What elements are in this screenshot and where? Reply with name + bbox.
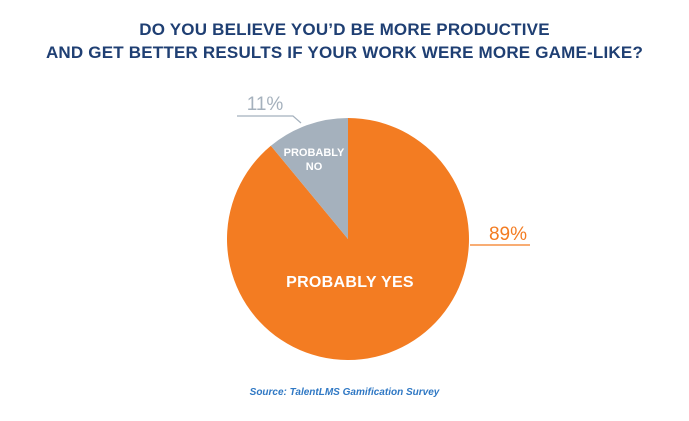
slice-label-no-line-1: PROBABLY	[284, 147, 345, 159]
chart-title: DO YOU BELIEVE YOU’D BE MORE PRODUCTIVE …	[0, 18, 689, 64]
chart-title-line-2: AND GET BETTER RESULTS IF YOUR WORK WERE…	[45, 43, 644, 62]
slice-label-no-line-2: NO	[306, 161, 323, 173]
source-note: Source: TalentLMS Gamification Survey	[249, 387, 440, 398]
pie-slice-1	[270, 118, 348, 239]
value-label-no: 11%	[247, 94, 284, 115]
pie-slice-0	[227, 118, 470, 360]
chart-title-line-1: DO YOU BELIEVE YOU’D BE MORE PRODUCTIVE	[139, 20, 550, 39]
slice-label-yes: PROBABLY YES	[286, 274, 414, 291]
leader-line-no	[237, 115, 302, 124]
value-label-yes: 89%	[489, 224, 527, 245]
